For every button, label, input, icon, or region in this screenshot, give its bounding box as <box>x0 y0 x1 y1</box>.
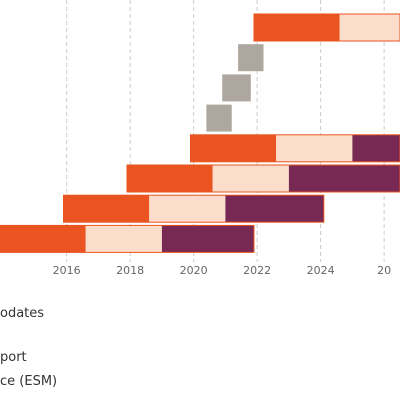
legend-label-support: port <box>0 350 27 365</box>
x-tick-label: 2016 <box>53 264 81 277</box>
x-tick-label: 2024 <box>307 264 335 277</box>
bar-esm <box>352 134 400 162</box>
x-tick-label: 2022 <box>243 264 271 277</box>
bar-outline <box>253 13 400 42</box>
bar-outline <box>0 224 255 253</box>
bar-standard <box>126 165 213 192</box>
bar-interim <box>206 104 232 132</box>
bar-esm <box>225 195 324 223</box>
bar-maintenance <box>149 195 226 223</box>
bar-esm <box>288 165 400 192</box>
x-axis-ticks: 2016 2018 2020 2022 2024 20 <box>53 264 391 277</box>
bar-maintenance <box>85 225 162 253</box>
bar-outline <box>62 194 325 223</box>
bar-interim <box>222 74 251 102</box>
bar-maintenance <box>276 134 353 162</box>
legend: odates port ce (ESM) <box>0 290 400 400</box>
bar-standard <box>63 195 150 223</box>
lifecycle-chart: 2016 2018 2020 2022 2024 20 <box>0 0 400 277</box>
bar-esm <box>161 225 254 253</box>
bar-maintenance <box>212 165 289 192</box>
bar-maintenance <box>339 14 400 41</box>
x-tick-label: 20 <box>377 264 391 277</box>
bar-standard <box>190 134 277 162</box>
timeline-bars <box>0 13 400 253</box>
legend-label-updates: odates <box>0 306 45 321</box>
bar-standard <box>0 225 86 253</box>
x-tick-label: 2018 <box>116 264 144 277</box>
bar-interim <box>238 44 264 72</box>
bar-standard <box>253 14 340 41</box>
x-tick-label: 2020 <box>180 264 208 277</box>
legend-label-esm: ce (ESM) <box>0 374 58 389</box>
bar-outline <box>189 134 400 163</box>
